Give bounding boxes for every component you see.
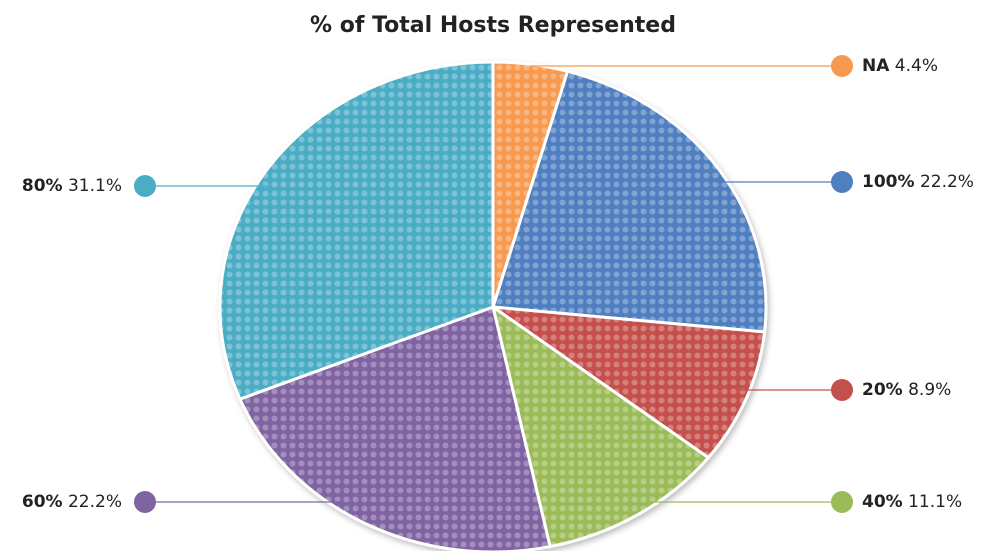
slice-label: NA 4.4% [862, 56, 938, 76]
slice-category: 80% [22, 176, 63, 196]
pie [218, 60, 768, 551]
slice-label: 60% 22.2% [22, 492, 122, 512]
slice-label: 80% 31.1% [22, 176, 122, 196]
slice-label: 40% 11.1% [862, 492, 962, 512]
slice-category: NA [862, 56, 890, 76]
slice-category: 60% [22, 492, 63, 512]
slice-category: 40% [862, 492, 903, 512]
slice-category: 100% [862, 172, 915, 192]
slice-value: 8.9% [908, 380, 951, 400]
slice-category: 20% [862, 380, 903, 400]
slice-value: 31.1% [68, 176, 122, 196]
legend-dot [134, 491, 156, 513]
slice-value: 4.4% [895, 56, 938, 76]
legend-dot [831, 55, 853, 77]
legend-dot [831, 491, 853, 513]
slice-value: 22.2% [920, 172, 974, 192]
chart-title: % of Total Hosts Represented [310, 13, 676, 38]
legend-dot [134, 175, 156, 197]
slice-label: 100% 22.2% [862, 172, 974, 192]
slice-value: 22.2% [68, 492, 122, 512]
slice-label: 20% 8.9% [862, 380, 951, 400]
legend-dot [831, 171, 853, 193]
slice-value: 11.1% [908, 492, 962, 512]
legend-dot [831, 379, 853, 401]
